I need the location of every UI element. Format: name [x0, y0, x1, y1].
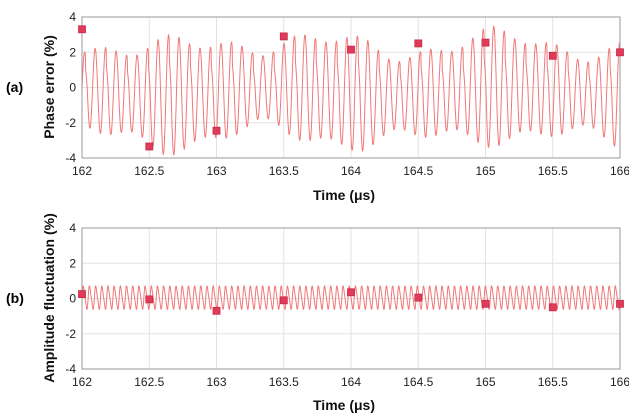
data-point-marker	[347, 45, 355, 54]
y-tick-label: 2	[69, 256, 76, 270]
data-point-marker	[212, 126, 221, 135]
series-a	[81, 25, 621, 156]
y-tick-label: 4	[69, 10, 76, 24]
x-tick-label: 163	[206, 164, 226, 178]
data-point-marker	[616, 48, 624, 57]
plot-frame-a	[81, 16, 621, 159]
series-line	[81, 285, 621, 311]
x-axis-label-b: Time (μs)	[313, 397, 375, 413]
panel-amplitude-fluctuation: (b) 162 162.5 163 163.5 164 164.5 165 165.5 166 …	[6, 213, 629, 413]
x-tick-label: 163.5	[269, 164, 299, 178]
y-tick-label: -4	[65, 151, 76, 165]
x-tick-label: 166	[610, 164, 629, 178]
x-axis-label-a: Time (μs)	[313, 187, 375, 203]
data-point-marker	[616, 299, 624, 308]
markers-b	[78, 288, 624, 315]
x-tick-label: 165	[475, 164, 495, 178]
x-tick-label: 164	[341, 375, 361, 389]
x-tick-labels-b: 162 162.5 163 163.5 164 164.5 165 165.5 166	[72, 375, 629, 389]
markers-a	[78, 25, 624, 151]
x-tick-label: 162.5	[134, 375, 164, 389]
data-point-marker	[145, 295, 154, 304]
x-tick-label: 164.5	[403, 375, 433, 389]
y-tick-labels-a: -4 -2 0 2 4	[65, 10, 76, 165]
panel-label-b: (b)	[6, 290, 24, 306]
panel-phase-error: (a) 162 162.5 163 163.5 164 164.5 165 165.5 166 …	[6, 10, 629, 203]
x-tick-label: 166	[610, 375, 629, 389]
y-tick-labels-b: -4 -2 0 2 4	[65, 221, 76, 376]
data-point-marker	[414, 39, 423, 48]
data-point-marker	[78, 25, 86, 34]
y-tick-label: 2	[69, 45, 76, 59]
data-point-marker	[548, 303, 557, 312]
data-point-marker	[347, 288, 355, 297]
y-axis-label-a: Phase error (%)	[41, 35, 57, 138]
data-point-marker	[279, 296, 288, 305]
data-point-marker	[212, 306, 221, 315]
x-tick-label: 162	[72, 164, 92, 178]
x-tick-label: 165	[475, 375, 495, 389]
x-tick-label: 164.5	[403, 164, 433, 178]
y-tick-label: -4	[65, 362, 76, 376]
y-tick-label: 0	[69, 81, 76, 95]
y-tick-label: 0	[69, 292, 76, 306]
x-tick-labels-a: 162 162.5 163 163.5 164 164.5 165 165.5 166	[72, 164, 629, 178]
series-b	[81, 285, 621, 311]
y-tick-label: -2	[65, 327, 76, 341]
panel-label-a: (a)	[6, 79, 23, 95]
x-tick-label: 164	[341, 164, 361, 178]
plot-frame-b	[81, 227, 621, 370]
x-tick-label: 163	[206, 375, 226, 389]
y-axis-label-b: Amplitude fluctuation (%)	[41, 213, 57, 383]
data-point-marker	[481, 299, 490, 308]
x-tick-label: 165.5	[538, 375, 568, 389]
data-point-marker	[548, 51, 557, 60]
data-point-marker	[78, 290, 86, 299]
data-point-marker	[481, 38, 490, 47]
series-line	[81, 25, 621, 156]
data-point-marker	[279, 32, 288, 41]
data-point-marker	[145, 142, 154, 151]
y-tick-label: 4	[69, 221, 76, 235]
x-tick-label: 162.5	[134, 164, 164, 178]
x-tick-label: 163.5	[269, 375, 299, 389]
x-tick-label: 165.5	[538, 164, 568, 178]
y-tick-label: -2	[65, 116, 76, 130]
x-tick-label: 162	[72, 375, 92, 389]
data-point-marker	[414, 293, 423, 302]
